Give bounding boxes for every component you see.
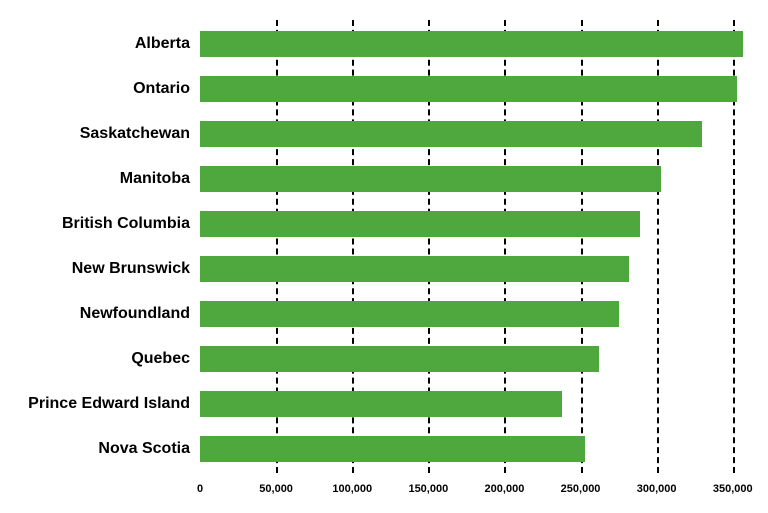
x-axis-tick-label: 150,000: [408, 483, 448, 495]
bar: [200, 391, 562, 417]
bar: [200, 256, 629, 282]
bar: [200, 166, 661, 192]
bar-row: [200, 211, 748, 237]
x-axis-tick-label: 0: [197, 483, 203, 495]
bar: [200, 31, 743, 57]
y-axis-category-label: New Brunswick: [0, 260, 190, 278]
y-axis-category-label: Alberta: [0, 35, 190, 53]
y-axis-category-label: Quebec: [0, 350, 190, 368]
y-axis-category-label: Manitoba: [0, 170, 190, 188]
bar-row: [200, 346, 748, 372]
y-axis-category-label: Saskatchewan: [0, 125, 190, 143]
x-axis-tick-label: 50,000: [259, 483, 293, 495]
bar: [200, 301, 619, 327]
bar-row: [200, 76, 748, 102]
bar-row: [200, 391, 748, 417]
bar-row: [200, 31, 748, 57]
x-axis-tick-label: 300,000: [637, 483, 677, 495]
bar-row: [200, 121, 748, 147]
y-axis-category-label: British Columbia: [0, 215, 190, 233]
x-axis-tick-label: 250,000: [561, 483, 601, 495]
x-axis-tick-label: 200,000: [485, 483, 525, 495]
bar: [200, 211, 640, 237]
bar-row: [200, 436, 748, 462]
bar-row: [200, 166, 748, 192]
y-axis-category-label: Newfoundland: [0, 305, 190, 323]
bar: [200, 121, 702, 147]
bar: [200, 436, 585, 462]
x-axis-tick-label: 350,000: [713, 483, 753, 495]
x-axis-tick-label: 100,000: [332, 483, 372, 495]
bar-row: [200, 256, 748, 282]
plot-area: [200, 20, 748, 473]
bar-row: [200, 301, 748, 327]
bar: [200, 346, 599, 372]
bar: [200, 76, 737, 102]
y-axis-category-label: Nova Scotia: [0, 440, 190, 458]
y-axis-category-label: Prince Edward Island: [0, 395, 190, 413]
horizontal-bar-chart: 0 50,000 100,000 150,000 200,000 250,000 300,0…: [0, 0, 768, 513]
y-axis-category-label: Ontario: [0, 80, 190, 98]
